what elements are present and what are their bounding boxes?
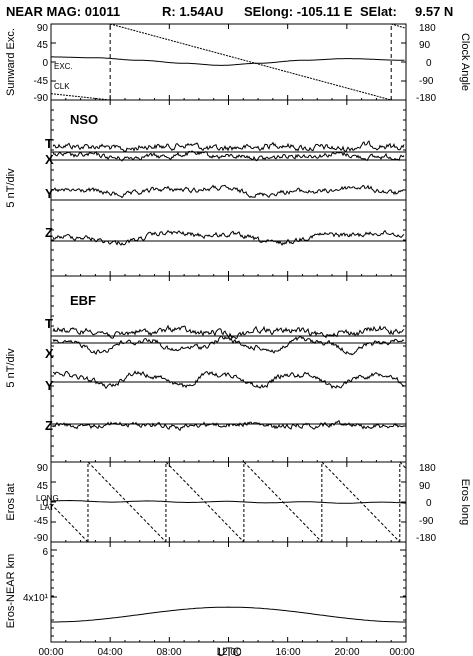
clock-tick-label-0: 0 [426,58,432,69]
x-tick-label-1200: 12:00 [216,647,241,656]
long-series-line [399,461,407,469]
clk-series-line [110,23,392,101]
eros-near-ylabel: Eros-NEAR km [5,554,17,629]
x-tick-label-0000: 00:00 [38,647,63,656]
data-traces [50,23,407,623]
x-tick-label-2000: 20:00 [334,647,359,656]
nso-panel-label: NSO [70,112,98,127]
nso-trace-label-t: T [45,136,53,151]
selong-label: SElong: -105.11 E [244,4,353,19]
eroslat-tick-label-m90: -90 [34,533,49,544]
clock-tick-label-m90: -90 [419,76,434,87]
lat-series-line [50,499,407,504]
long-series-line [243,461,323,543]
eros-near-panel-frame [50,541,407,643]
eroslat-tick-label-0: 0 [42,498,48,509]
eroslong-tick-label-m90: -90 [419,516,434,527]
nso-trace-label-y: Y [45,186,54,201]
nso-trace-t [52,140,405,153]
clock-ylabel: Clock Angle [459,33,471,91]
ebf-ylabel: 5 nT/div [5,348,17,388]
sunward-panel-frame [50,23,407,101]
long-series-line [165,461,245,543]
eros-long-ylabel: Eros long [459,479,471,525]
clk-series-line [50,93,111,101]
eroslat-tick-label-m45: -45 [34,516,49,527]
sunward-tick-label-m45: -45 [34,76,49,87]
ebf-panel-frame [50,275,407,463]
ebf-trace-x [52,335,405,356]
clk-series-line [391,23,407,29]
selat-value: 9.57 N [415,4,453,19]
long-series-line [87,461,167,543]
x-tick-label-0400: 04:00 [97,647,122,656]
sunward-tick-label-45: 45 [37,40,49,51]
long-series-label: LONG [36,494,59,503]
ebf-panel-label: EBF [70,293,96,308]
ebf-trace-label-z: Z [45,418,53,433]
x-tick-label-1600: 16:00 [275,647,300,656]
eroslong-tick-label-90: 90 [419,481,431,492]
eroslat-tick-label-90: 90 [37,463,49,474]
tick-marks [50,23,407,642]
eroslong-tick-label-180: 180 [419,463,436,474]
clk-series-label: CLK [54,82,70,91]
exc-series-label: EXC. [54,62,73,71]
ebf-trace-z [52,419,404,432]
lat-series-label: LAT [40,503,54,512]
clock-tick-label-180: 180 [419,23,436,34]
long-series-line [50,503,89,543]
x-tick-label-0800: 08:00 [156,647,181,656]
exc-series-line [51,56,405,66]
eroslat-tick-label-45: 45 [37,481,49,492]
ebf-trace-t [52,324,405,340]
eros-lat-ylabel: Eros lat [5,483,17,520]
sunward-ylabel: Sunward Exc. [5,28,17,96]
nso-trace-x [52,150,405,162]
nso-trace-y [52,184,405,199]
dist-tick-label-4e1: 4x10¹ [23,593,49,604]
x-tick-label-0000-end: 00:00 [389,647,414,656]
selat-label: SElat: [360,4,397,19]
nso-ylabel: 5 nT/div [5,168,17,208]
long-series-line [321,461,401,543]
ebf-trace-label-y: Y [45,378,54,393]
x-axis-label: UTC [217,645,242,656]
clock-tick-label-90: 90 [419,40,431,51]
sunward-tick-label-90: 90 [37,23,49,34]
ebf-trace-y [52,370,405,390]
ebf-trace-label-t: T [45,316,53,331]
ebf-trace-label-x: X [45,346,54,361]
sunward-tick-label-m90: -90 [34,93,49,104]
r-label: R: 1.54AU [162,4,223,19]
eroslong-tick-label-m180: -180 [416,533,436,544]
mission-label: NEAR MAG: 01011 [6,4,120,19]
dist-tick-label-6: 6 [42,547,48,558]
distance-series-line [51,606,406,623]
sunward-tick-label-0: 0 [42,58,48,69]
nso-trace-z [52,229,405,247]
nso-trace-label-z: Z [45,225,53,240]
nso-trace-label-x: X [45,152,54,167]
clock-tick-label-m180: -180 [416,93,436,104]
eroslong-tick-label-0: 0 [426,498,432,509]
